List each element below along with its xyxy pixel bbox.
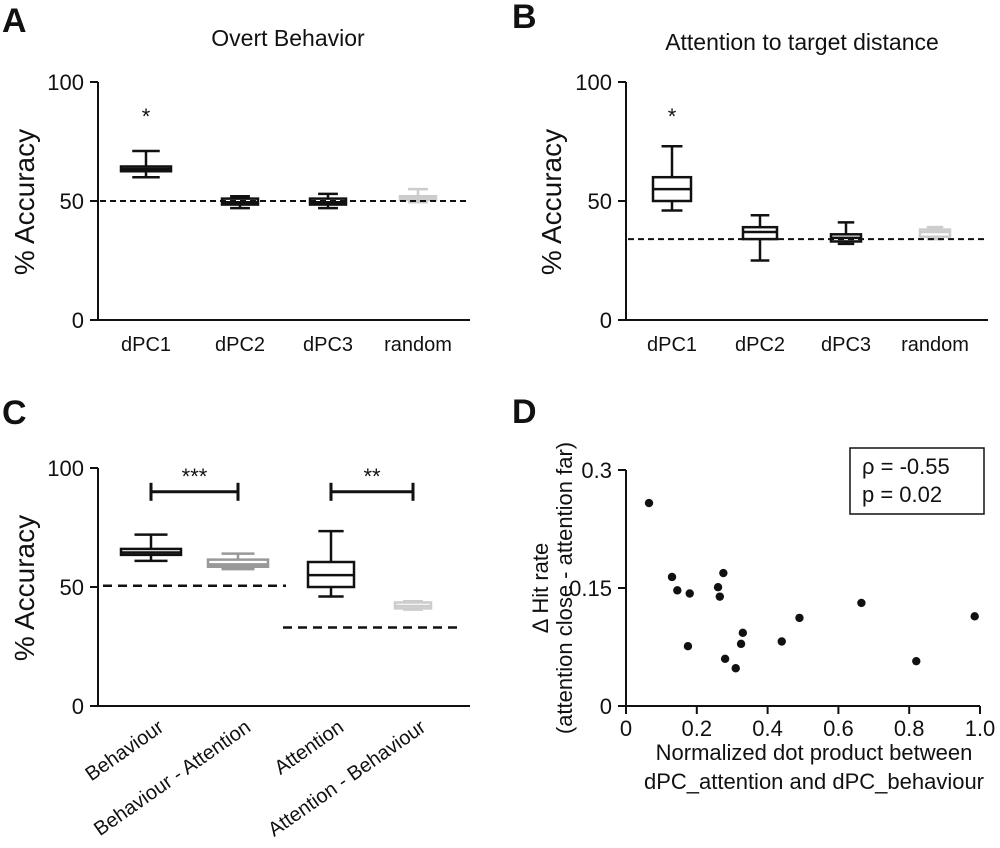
- panel-a-ylabel: % Accuracy: [9, 129, 40, 275]
- panel-b-category-label: dPC3: [821, 334, 871, 356]
- panel-d-scatter-point: [795, 613, 804, 623]
- panel-c-category-label: Behaviour - Attention: [90, 716, 255, 841]
- panel-d-y-tick-label: 0: [600, 694, 612, 719]
- panel-a-y-tick-label: 0: [72, 308, 84, 333]
- panel-d-x-tick-label: 0.8: [894, 716, 925, 741]
- panel-c-y-tick-label: 50: [60, 575, 84, 600]
- panel-d-scatter-point: [720, 654, 730, 663]
- panel-d-scatter-point: [857, 598, 866, 608]
- panel-d-x-tick-label: 0.6: [823, 716, 854, 741]
- panel-a-title: Overt Behavior: [211, 25, 365, 51]
- panel-d-y-tick-label: 0.3: [581, 458, 612, 483]
- panel-b-significance-star: *: [668, 104, 677, 129]
- panel-c-y-tick-label: 0: [72, 694, 84, 719]
- panel-d-scatter-point: [736, 639, 746, 649]
- panel-d-ylabel-line1: Δ Hit rate: [528, 543, 553, 634]
- panel-c-bracket-label: **: [363, 464, 381, 489]
- panel-d-x-tick-label: 1.0: [965, 716, 996, 741]
- panel-b-y-tick-label: 50: [588, 189, 612, 214]
- panel-a-category-label: dPC2: [215, 334, 265, 356]
- panel-d-legend-p: p = 0.02: [862, 482, 942, 507]
- panel-d-xlabel-line2: dPC_attention and dPC_behaviour: [644, 769, 984, 794]
- panel-d-scatter-point: [673, 586, 682, 595]
- panel-b-category-label: dPC1: [647, 334, 697, 356]
- panel-b-y-tick-label: 100: [575, 70, 612, 95]
- panel-a-category-label: dPC3: [303, 334, 353, 356]
- panel-b-y-tick-label: 0: [600, 308, 612, 333]
- panel-b-title: Attention to target distance: [665, 29, 939, 55]
- panel-d-legend-box: [849, 447, 985, 515]
- panel-d-scatter-point: [715, 592, 725, 601]
- panel-a-category-label: random: [384, 334, 452, 356]
- panel-d-scatter-point: [644, 498, 654, 508]
- panel-d-scatter-point: [685, 589, 694, 598]
- panel-d-scatter-point: [738, 628, 748, 638]
- panel-c-bracket-label: ***: [182, 464, 208, 489]
- panel-b-ylabel: % Accuracy: [536, 129, 567, 275]
- panel-d-scatter-point: [667, 572, 677, 582]
- panel-d-scatter-point: [777, 637, 786, 646]
- panel-b-category-label: random: [901, 334, 969, 356]
- panel-letter-c: C: [2, 394, 27, 432]
- panel-a-y-tick-label: 100: [47, 70, 84, 95]
- panel-d-scatter-point: [731, 664, 740, 673]
- panel-c-category-label: Attention: [271, 716, 348, 779]
- panel-d-x-tick-label: 0.2: [682, 716, 713, 741]
- panel-d-scatter-point: [683, 642, 693, 651]
- panel-a-y-tick-label: 50: [60, 189, 84, 214]
- panel-c-ylabel: % Accuracy: [9, 515, 40, 661]
- panel-letter-a: A: [2, 2, 27, 40]
- panel-d-scatter-point: [719, 568, 728, 578]
- panel-b-category-label: dPC2: [735, 334, 785, 356]
- panel-d-scatter-point: [970, 612, 979, 621]
- panel-d-scatter-point: [713, 583, 723, 592]
- panel-c-category-label: Attention - Behaviour: [264, 716, 430, 841]
- panel-d-y-tick-label: 0.15: [569, 576, 612, 601]
- panel-letter-d: D: [512, 393, 537, 431]
- panel-d-x-tick-label: 0.4: [752, 716, 783, 741]
- panel-c-y-tick-label: 100: [47, 456, 84, 481]
- panel-d-legend-rho: ρ = -0.55: [862, 454, 950, 479]
- panel-d-ylabel-line2: (attention close - attention far): [552, 442, 577, 734]
- panel-a-significance-star: *: [142, 104, 151, 129]
- panel-d-scatter-point: [912, 656, 921, 666]
- panel-letter-b: B: [512, 0, 537, 36]
- panel-d-x-tick-label: 0: [620, 716, 632, 741]
- panel-a-category-label: dPC1: [121, 334, 171, 356]
- panel-c-category-label: Behaviour: [81, 716, 168, 786]
- panel-d-xlabel-line1: Normalized dot product between: [656, 740, 973, 765]
